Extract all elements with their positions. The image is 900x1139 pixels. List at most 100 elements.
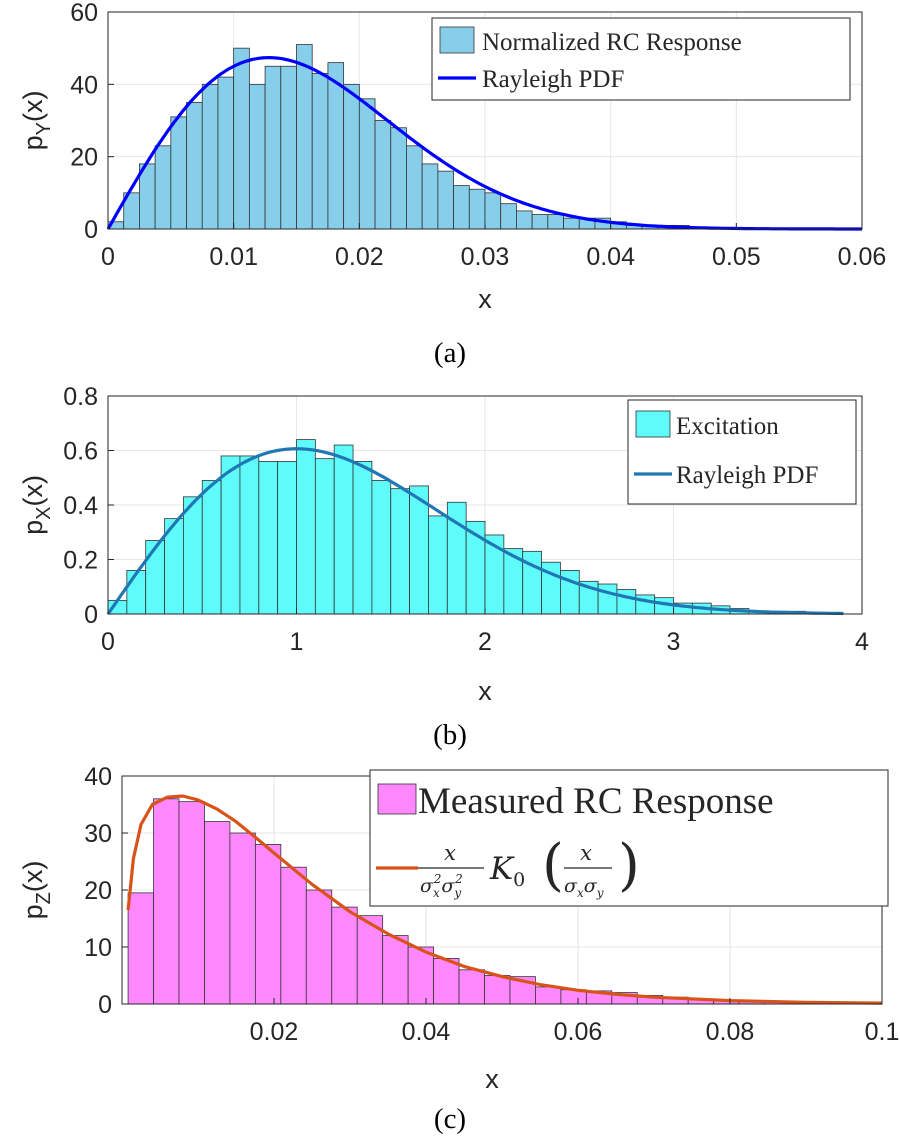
panel-a: 0 0.01 0.02 0.03 0.04 0.05 0.06 0 20 40 60 x pY(x) (a… <box>18 0 886 369</box>
histogram-bar <box>374 120 392 230</box>
x-tick-label: 0.03 <box>461 243 510 271</box>
histogram-bar <box>178 801 205 1005</box>
formula-numerator: x <box>444 841 456 865</box>
y-tick-label: 30 <box>84 820 112 848</box>
legend-swatch-histogram <box>635 410 671 438</box>
legend-label-curve: Rayleigh PDF <box>482 66 624 93</box>
x-tick-label: 0.06 <box>554 1018 603 1046</box>
legend-label-histogram: Normalized RC Response <box>482 29 742 56</box>
histogram-bar <box>254 844 282 1005</box>
histogram-bar <box>217 76 235 230</box>
histogram-bar <box>153 798 180 1005</box>
y-tick-label: 0 <box>98 991 112 1019</box>
y-axis-label: pY(x) <box>18 91 55 151</box>
histogram-bar <box>305 889 333 1005</box>
y-tick-label: 0 <box>84 601 98 629</box>
y-axis-label-subscript: Y <box>33 122 55 135</box>
histogram-bar <box>145 540 165 615</box>
histogram-bar <box>280 866 307 1005</box>
histogram-bar <box>437 170 454 230</box>
x-tick-label: 0.02 <box>250 1018 299 1046</box>
y-axis-label-subscript: X <box>33 507 55 520</box>
legend-box <box>369 769 889 907</box>
x-axis-label: x <box>478 676 492 706</box>
histogram-bar <box>311 73 329 230</box>
histogram-bar <box>500 203 517 230</box>
histogram-bar <box>204 821 231 1005</box>
histogram-bar <box>428 515 448 615</box>
y-axis-label-main: p <box>18 520 48 535</box>
histogram-bar <box>371 480 392 615</box>
panel-caption: (c) <box>434 1103 466 1135</box>
y-axis-label-tail: (x) <box>18 861 48 892</box>
histogram-bar <box>264 65 282 230</box>
formula-numerator-2: x <box>580 841 592 865</box>
histogram-bar <box>220 455 241 615</box>
histogram-bar <box>343 83 360 230</box>
legend-label-histogram: Excitation <box>676 413 779 440</box>
y-tick-label: 0.2 <box>63 547 98 575</box>
y-tick-label: 0 <box>84 216 98 244</box>
histogram-bar <box>547 214 564 230</box>
histogram-bar <box>433 958 460 1005</box>
histogram-bar <box>229 832 256 1005</box>
legend-swatch-histogram <box>377 783 417 815</box>
histogram-bar <box>126 570 147 615</box>
x-tick-label: 0.04 <box>586 243 635 271</box>
y-axis-label: pX(x) <box>18 475 55 535</box>
histogram-bar <box>406 145 423 230</box>
x-tick-label: 0.06 <box>838 243 887 271</box>
legend-box <box>431 17 851 101</box>
legend: Normalized RC Response Rayleigh PDF <box>431 17 851 101</box>
histogram-bar <box>516 210 533 230</box>
histogram-bar <box>421 163 439 230</box>
histogram-bar <box>407 946 435 1005</box>
histogram-bar <box>635 594 656 615</box>
x-axis-label: x <box>485 1064 499 1094</box>
panel-caption: (a) <box>434 337 466 369</box>
y-tick-label: 60 <box>70 0 98 27</box>
y-tick-label: 0.8 <box>63 383 98 411</box>
curve-series <box>106 447 844 616</box>
histogram-bar <box>239 455 260 615</box>
histogram-bar <box>170 116 187 230</box>
x-tick-label: 0.01 <box>209 243 258 271</box>
panel-caption: (b) <box>433 719 467 751</box>
formula-paren-right: ) <box>618 833 640 898</box>
y-tick-label: 0.6 <box>63 438 98 466</box>
histogram-bar <box>458 969 485 1005</box>
panel-c: 0.02 0.04 0.06 0.08 0.1010203040xpZ(x)(c)Mea… <box>18 763 899 1135</box>
histogram-bar <box>258 460 279 615</box>
formula-paren-left: ( <box>542 833 564 898</box>
x-tick-label: 0 <box>101 628 115 656</box>
histogram-bar <box>186 102 203 230</box>
y-axis-label-tail: (x) <box>18 475 48 506</box>
y-tick-label: 40 <box>70 71 98 99</box>
y-tick-label: 20 <box>70 144 98 172</box>
x-tick-label: 0.05 <box>712 243 761 271</box>
legend-label-curve: Rayleigh PDF <box>676 462 818 489</box>
histogram-bar <box>390 488 411 615</box>
histogram-bar <box>201 480 222 615</box>
y-tick-label: 0.4 <box>63 492 98 520</box>
x-axis-label: x <box>478 284 492 314</box>
y-axis-label-subscript: Z <box>33 892 55 904</box>
histogram-bar <box>535 986 562 1005</box>
histogram-bar <box>409 485 429 615</box>
histogram-bar <box>154 145 172 230</box>
legend: Excitation Rayleigh PDF <box>627 399 857 505</box>
histogram-bar <box>382 935 409 1005</box>
histogram-bar <box>314 458 335 615</box>
y-tick-label: 20 <box>84 877 112 905</box>
y-tick-label: 10 <box>84 934 112 962</box>
histogram-bar <box>484 975 511 1005</box>
histogram-bar <box>390 127 407 230</box>
histogram-bar <box>182 496 203 615</box>
y-tick-label: 40 <box>84 763 112 791</box>
histogram-bar <box>616 589 637 615</box>
histogram-bar <box>453 185 470 230</box>
histogram-bar <box>331 906 358 1005</box>
